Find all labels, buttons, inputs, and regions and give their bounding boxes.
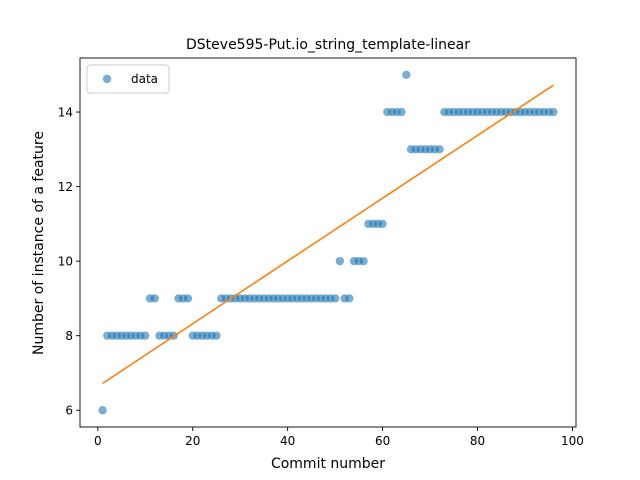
data-point [98, 406, 107, 415]
legend: data [86, 64, 170, 94]
data-point [141, 331, 150, 340]
x-tick-label: 40 [280, 434, 295, 448]
data-point [335, 256, 345, 266]
y-axis-label: Number of instance of a feature [31, 131, 47, 355]
data-point [397, 107, 406, 117]
data-point [359, 256, 368, 266]
data-point [183, 294, 193, 303]
x-tick-label: 0 [94, 434, 102, 448]
x-tick-label: 100 [561, 434, 584, 448]
y-tick-label: 14 [58, 106, 73, 120]
y-tick-label: 10 [58, 255, 73, 269]
x-tick-label: 20 [185, 434, 200, 448]
legend-marker [102, 74, 112, 84]
fit-line [102, 84, 554, 385]
data-point [150, 294, 159, 303]
x-axis-label: Commit number [271, 456, 385, 472]
data-point [402, 70, 411, 79]
y-tick-label: 8 [65, 329, 73, 343]
y-tick-label: 12 [58, 180, 73, 194]
x-tick-label: 80 [470, 434, 485, 448]
x-tick-label: 60 [375, 434, 390, 448]
data-point [212, 331, 221, 340]
y-tick-label: 6 [65, 404, 73, 418]
data-point [435, 145, 444, 154]
data-point [345, 294, 354, 303]
data-point [330, 294, 340, 303]
plot-frame [79, 57, 577, 428]
plot-area [79, 57, 577, 428]
data-point [378, 219, 387, 229]
chart-title: DSteve595-Put.io_string_template-linear [186, 37, 470, 53]
legend-label: data [131, 72, 158, 86]
data-point [549, 107, 558, 117]
x-axis: 0 20 40 60 80 100 [94, 427, 584, 448]
y-axis: 6 8 10 12 14 [58, 106, 80, 418]
legend-box [86, 64, 170, 94]
